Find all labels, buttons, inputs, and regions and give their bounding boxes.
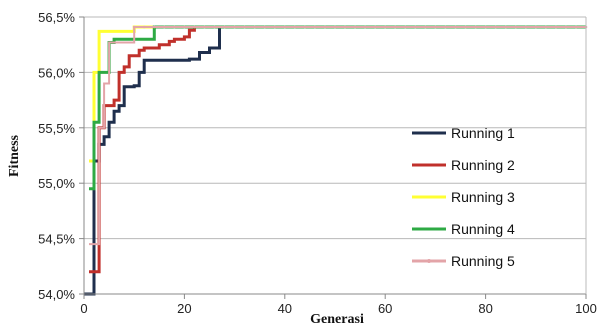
series-point-running-5 <box>203 25 206 29</box>
legend-label-running-2: Running 2 <box>451 157 515 173</box>
series-point-running-5 <box>193 25 196 29</box>
x-axis-title: Generasi <box>310 312 364 327</box>
x-tick-label: 20 <box>177 301 191 316</box>
series-point-running-5 <box>393 25 397 29</box>
series-point-running-5 <box>273 25 277 29</box>
series-point-running-5 <box>323 25 327 29</box>
x-tick-label: 80 <box>478 301 492 316</box>
series-point-running-5 <box>142 25 146 29</box>
legend-label-running-1: Running 1 <box>451 125 515 141</box>
series-point-running-5 <box>353 25 357 29</box>
series-point-running-5 <box>132 25 136 29</box>
x-tick-label: 60 <box>378 301 392 316</box>
series-point-running-5 <box>293 25 297 29</box>
y-tick-label: 54,0% <box>38 287 75 302</box>
series-point-running-5 <box>444 25 447 29</box>
axes <box>83 17 587 295</box>
series-point-running-5 <box>303 25 307 29</box>
grid-lines <box>84 16 586 240</box>
y-tick-labels: 54,0% 54,5% 55,0% 55,5% 56,0% 56,5% <box>38 10 84 302</box>
series-point-running-5 <box>464 25 467 29</box>
series-layer <box>84 25 588 296</box>
series-point-running-5 <box>233 25 236 29</box>
series-point-running-5 <box>504 25 508 29</box>
series-point-running-5 <box>223 25 226 29</box>
series-point-running-5 <box>363 25 367 29</box>
series-point-running-5 <box>454 25 457 29</box>
series-point-running-5 <box>524 25 528 29</box>
series-point-running-5 <box>313 25 317 29</box>
legend-label-running-4: Running 4 <box>451 221 515 237</box>
series-point-running-5 <box>424 25 427 29</box>
series-point-running-5 <box>494 25 497 29</box>
x-tick-labels: 0 20 40 60 80 100 <box>80 294 597 316</box>
x-tick-label: 0 <box>80 301 87 316</box>
series-point-running-5 <box>253 25 256 29</box>
series-line-running-1 <box>84 25 586 296</box>
x-tick-label: 100 <box>575 301 597 316</box>
series-line-running-2 <box>89 25 586 274</box>
y-tick-label: 55,0% <box>38 176 75 191</box>
series-point-running-5 <box>183 25 186 29</box>
series-point-running-5 <box>414 25 417 29</box>
y-tick-label: 54,5% <box>38 232 75 247</box>
series-point-running-5 <box>153 25 156 29</box>
series-point-running-5 <box>263 25 267 29</box>
series-point-running-5 <box>544 25 548 29</box>
y-tick-label: 56,0% <box>38 65 75 80</box>
series-point-running-5 <box>534 25 538 29</box>
series-point-running-5 <box>383 25 387 29</box>
series-point-running-5 <box>484 25 487 29</box>
series-point-running-5 <box>404 25 407 29</box>
series-point-running-5 <box>574 25 578 29</box>
series-point-running-5 <box>554 25 558 29</box>
series-point-running-5 <box>373 25 377 29</box>
series-point-running-5 <box>333 25 337 29</box>
series-point-running-5 <box>283 25 287 29</box>
legend: Running 1 Running 2 Running 3 Running 4 Runn… <box>412 125 515 269</box>
x-tick-label: 40 <box>278 301 292 316</box>
series-point-running-5 <box>564 25 568 29</box>
legend-marker-running-5 <box>427 259 431 263</box>
legend-label-running-3: Running 3 <box>451 189 515 205</box>
series-point-running-5 <box>474 25 477 29</box>
y-axis-title: Fitness <box>7 134 22 177</box>
series-point-running-5 <box>243 25 246 29</box>
series-point-running-5 <box>434 25 437 29</box>
series-point-running-5 <box>343 25 347 29</box>
series-line-running-5 <box>89 26 586 246</box>
y-tick-label: 55,5% <box>38 121 75 136</box>
y-tick-label: 56,5% <box>38 10 75 25</box>
series-point-running-5 <box>163 25 166 29</box>
series-point-running-5 <box>213 25 216 29</box>
series-point-running-5 <box>173 25 176 29</box>
legend-label-running-5: Running 5 <box>451 253 515 269</box>
series-point-running-5 <box>514 25 517 29</box>
